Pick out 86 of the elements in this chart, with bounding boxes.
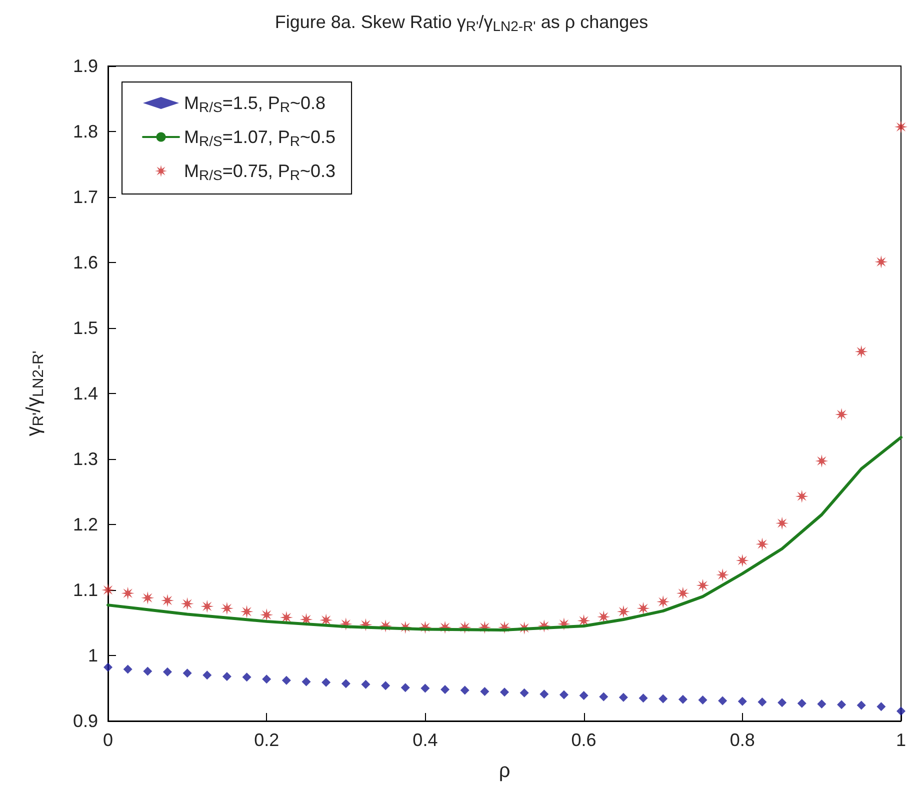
x-tick-label: 1 xyxy=(896,730,906,750)
point xyxy=(698,696,708,705)
point xyxy=(797,698,806,708)
point xyxy=(597,610,610,624)
x-tick-label: 0.4 xyxy=(412,730,438,750)
point xyxy=(220,602,234,615)
point xyxy=(182,668,192,678)
point xyxy=(579,690,588,700)
point xyxy=(758,698,767,707)
point xyxy=(636,602,650,615)
point xyxy=(616,605,630,618)
y-tick-label: 1 xyxy=(88,646,98,666)
y-tick-label: 1.6 xyxy=(72,252,98,272)
y-tick-label: 0.9 xyxy=(72,711,98,731)
point xyxy=(180,597,194,610)
x-axis-title: ρ xyxy=(498,760,510,782)
point xyxy=(361,680,370,689)
point xyxy=(260,608,274,622)
point xyxy=(856,700,866,710)
point xyxy=(341,679,350,688)
point xyxy=(240,605,254,618)
point xyxy=(162,667,172,676)
point xyxy=(102,584,114,596)
point xyxy=(876,702,886,712)
point xyxy=(756,538,769,551)
point xyxy=(658,694,668,704)
point xyxy=(381,681,390,690)
point xyxy=(835,408,848,421)
point xyxy=(200,600,214,613)
point xyxy=(837,700,846,710)
point xyxy=(400,683,410,692)
point xyxy=(894,120,908,134)
point xyxy=(678,694,688,704)
point xyxy=(638,694,648,703)
y-tick-label: 1.9 xyxy=(72,56,98,76)
x-tick-label: 0.6 xyxy=(571,730,596,750)
y-tick-label: 1.1 xyxy=(72,580,98,600)
point xyxy=(302,677,311,686)
point xyxy=(874,255,888,268)
point xyxy=(480,687,490,696)
y-tick-label: 1.2 xyxy=(72,514,98,534)
y-tick-label: 1.3 xyxy=(72,449,98,469)
point xyxy=(738,696,747,706)
point xyxy=(262,674,272,684)
point xyxy=(104,662,112,672)
point xyxy=(559,690,568,700)
y-axis-title: γR'/γLN2-R' xyxy=(23,350,47,436)
y-tick-label: 1.4 xyxy=(72,384,98,404)
point xyxy=(440,685,450,694)
point xyxy=(520,688,529,698)
point xyxy=(815,454,828,468)
point xyxy=(242,672,252,682)
point xyxy=(736,554,749,568)
point xyxy=(282,676,291,685)
point xyxy=(795,490,808,503)
x-tick-label: 0.2 xyxy=(254,730,280,750)
point xyxy=(460,686,470,695)
point xyxy=(500,688,509,697)
point xyxy=(123,664,132,674)
point xyxy=(420,684,430,693)
point xyxy=(222,672,232,681)
point xyxy=(143,666,152,676)
y-tick-label: 1.5 xyxy=(72,318,98,338)
point xyxy=(778,698,787,708)
point xyxy=(160,594,174,607)
y-tick-label: 1.7 xyxy=(72,187,98,207)
point xyxy=(716,568,730,582)
point xyxy=(618,692,628,702)
point xyxy=(718,696,728,706)
point xyxy=(676,586,690,600)
y-tick-label: 1.8 xyxy=(72,122,98,142)
x-tick-label: 0.8 xyxy=(730,730,755,750)
point xyxy=(896,706,906,716)
point xyxy=(656,595,670,608)
point xyxy=(141,591,154,604)
point xyxy=(817,699,826,708)
point xyxy=(854,345,868,358)
point xyxy=(300,612,313,626)
point xyxy=(540,690,549,699)
point xyxy=(776,516,789,530)
point xyxy=(696,578,710,592)
point xyxy=(202,670,212,680)
point xyxy=(599,692,608,702)
x-tick-label: 0 xyxy=(102,730,114,750)
point xyxy=(322,678,331,687)
point xyxy=(121,586,134,600)
